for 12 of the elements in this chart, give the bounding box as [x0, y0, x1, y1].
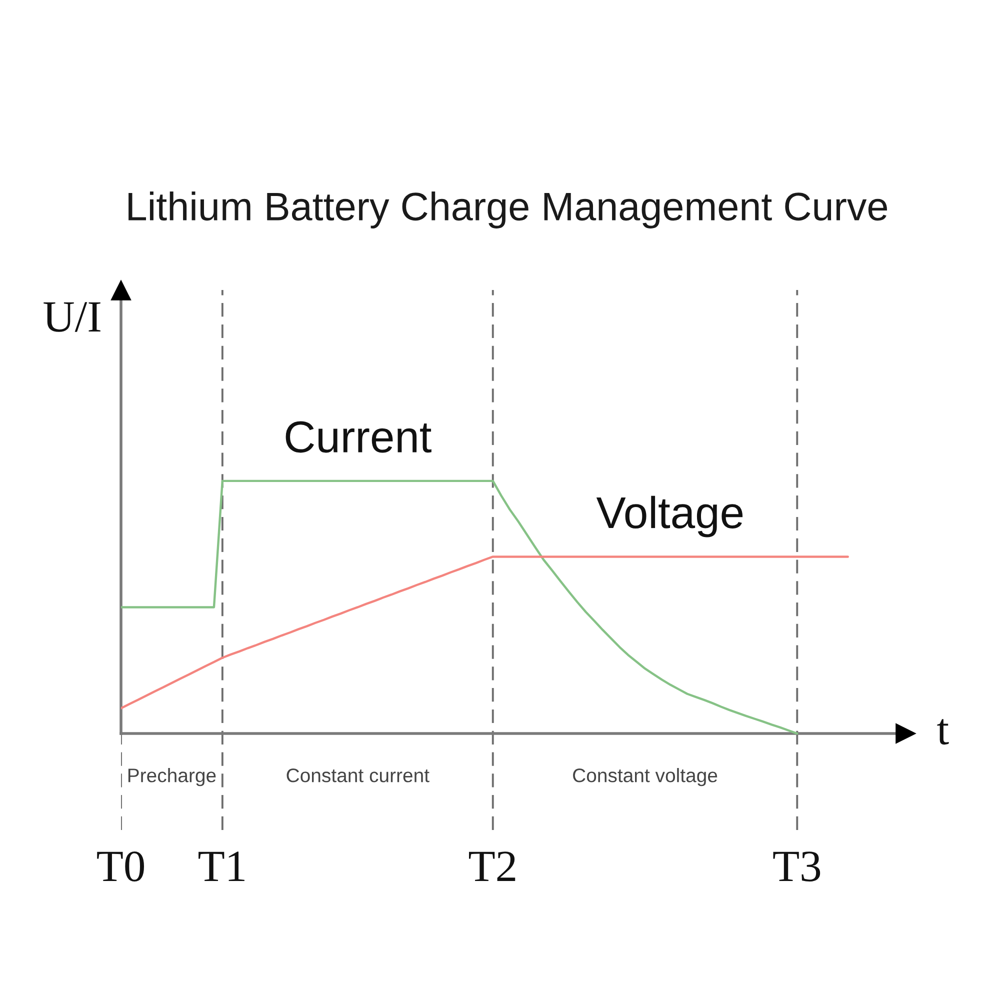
- x-tick-label: T2: [469, 852, 516, 882]
- text: Precharge: [128, 768, 216, 786]
- series-label: Voltage: [596, 496, 743, 538]
- chart-title: Lithium Battery Charge Management Curve: [128, 192, 887, 228]
- series-label: Current: [286, 421, 432, 453]
- x-tick-label: T3: [773, 852, 820, 882]
- x-tick-label: T0: [97, 851, 144, 882]
- x-axis-title: t: [937, 719, 949, 745]
- text: Constant current: [286, 768, 430, 782]
- text: Constant voltage: [573, 768, 718, 786]
- y-axis-title: U/I: [44, 302, 100, 332]
- x-tick-label: T1: [198, 852, 244, 882]
